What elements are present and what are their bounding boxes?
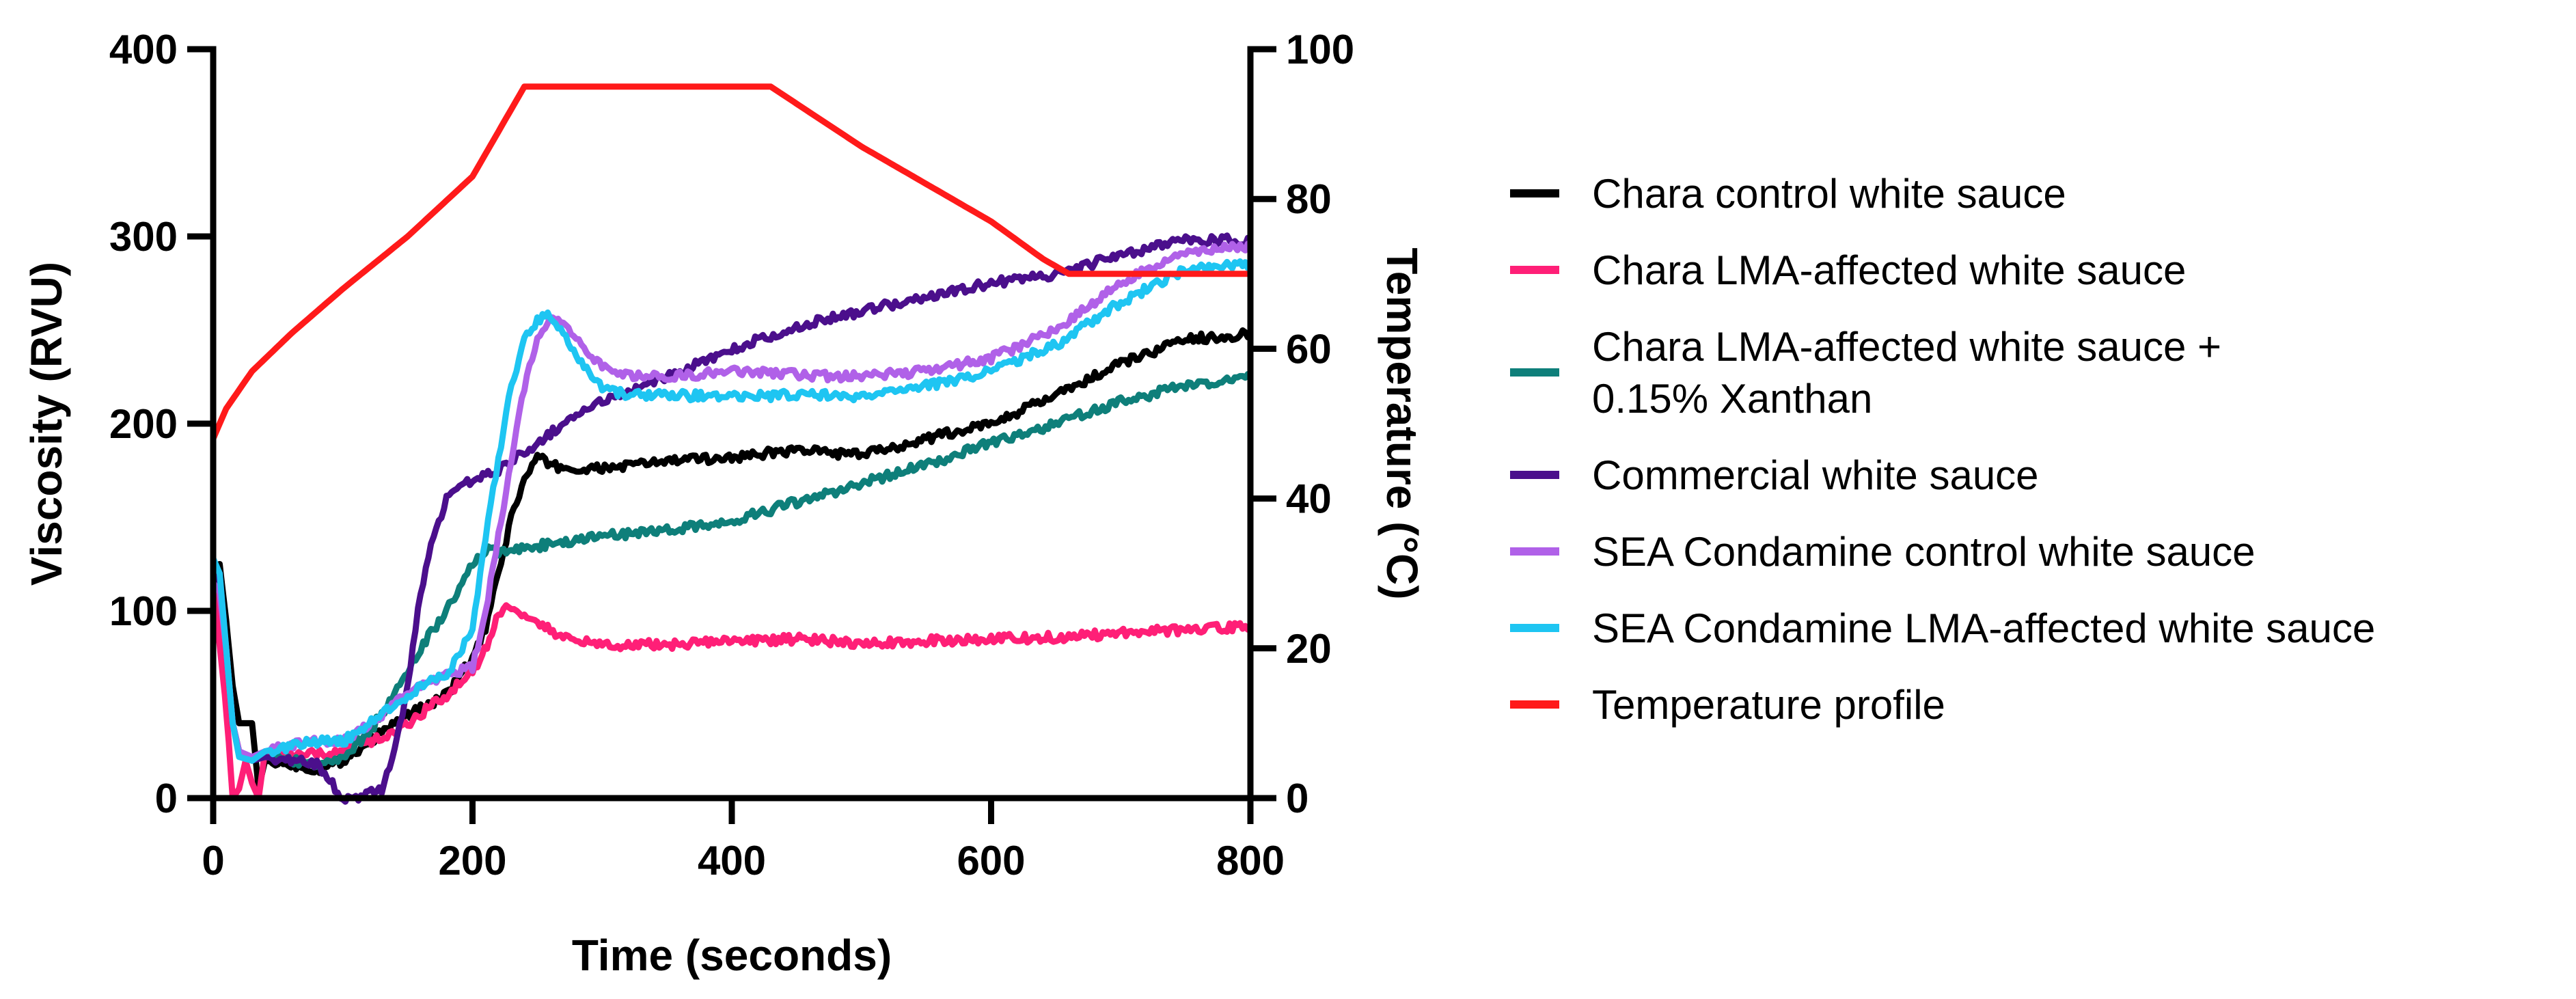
y-tick-label: 200	[109, 401, 178, 447]
y2-tick-label: 0	[1286, 776, 1308, 821]
legend-item-temperature-profile: Temperature profile	[1510, 682, 1945, 728]
legend-label: Temperature profile	[1592, 682, 1945, 728]
legend-label: SEA Condamine LMA-affected white sauce	[1592, 605, 2375, 651]
y2-tick-label: 60	[1286, 326, 1332, 372]
y2-tick-label: 100	[1286, 27, 1354, 72]
series-line-sea-condamine-lma-affected-white-sauce	[210, 258, 1254, 764]
legend-item-sea-condamine-control-white-sauce: SEA Condamine control white sauce	[1510, 529, 2256, 575]
series-line-commercial-white-sauce	[210, 232, 1254, 805]
x-tick-label: 800	[1216, 838, 1285, 884]
x-tick-label: 200	[438, 838, 506, 884]
y-tick-label: 0	[155, 776, 178, 821]
x-tick-label: 600	[957, 838, 1025, 884]
legend-item-commercial-white-sauce: Commercial white sauce	[1510, 452, 2039, 498]
x-tick-label: 400	[698, 838, 766, 884]
legend-label: Chara LMA-affected white sauce	[1592, 247, 2186, 293]
legend-label: Chara LMA-affected white sauce +	[1592, 324, 2221, 370]
legend-label: Chara control white sauce	[1592, 171, 2066, 217]
legend-item-chara-lma-affected-white-sauce: Chara LMA-affected white sauce	[1510, 247, 2186, 293]
legend-label: 0.15% Xanthan	[1592, 376, 1872, 422]
y-axis-title: Viscosity (RVU)	[22, 262, 71, 586]
y2-axis-title: Temperature (°C)	[1378, 247, 1427, 599]
legend-item-sea-condamine-lma-affected-white-sauce: SEA Condamine LMA-affected white sauce	[1510, 605, 2375, 651]
y-tick-label: 400	[109, 27, 178, 72]
legend-label: Commercial white sauce	[1592, 452, 2039, 498]
legend: Chara control white sauce Chara LMA-affec…	[1510, 171, 2375, 728]
series-line-temperature-profile	[210, 83, 1254, 442]
series-layer	[210, 83, 1254, 805]
series-line-chara-lma-affected-white-sauce	[210, 570, 1254, 802]
legend-label: SEA Condamine control white sauce	[1592, 529, 2256, 575]
x-axis-title: Time (seconds)	[572, 931, 892, 980]
series-line-chara-lma-affected-white-sauce-0-15-xanthan	[210, 371, 1254, 771]
axes-layer: 0 200 400 600 8000100200300400020406080100Ti…	[22, 27, 1427, 980]
y-tick-label: 100	[109, 588, 178, 634]
x-tick-label: 0	[202, 838, 224, 884]
legend-item-chara-control-white-sauce: Chara control white sauce	[1510, 171, 2066, 217]
y2-tick-label: 20	[1286, 626, 1332, 672]
series-line-chara-control-white-sauce	[210, 327, 1254, 792]
y2-tick-label: 40	[1286, 476, 1332, 522]
y2-tick-label: 80	[1286, 176, 1332, 222]
y-tick-label: 300	[109, 214, 178, 260]
legend-item-chara-lma-affected-white-sauce-0-15-xanthan: Chara LMA-affected white sauce + 0.15% Xa…	[1510, 324, 2221, 422]
